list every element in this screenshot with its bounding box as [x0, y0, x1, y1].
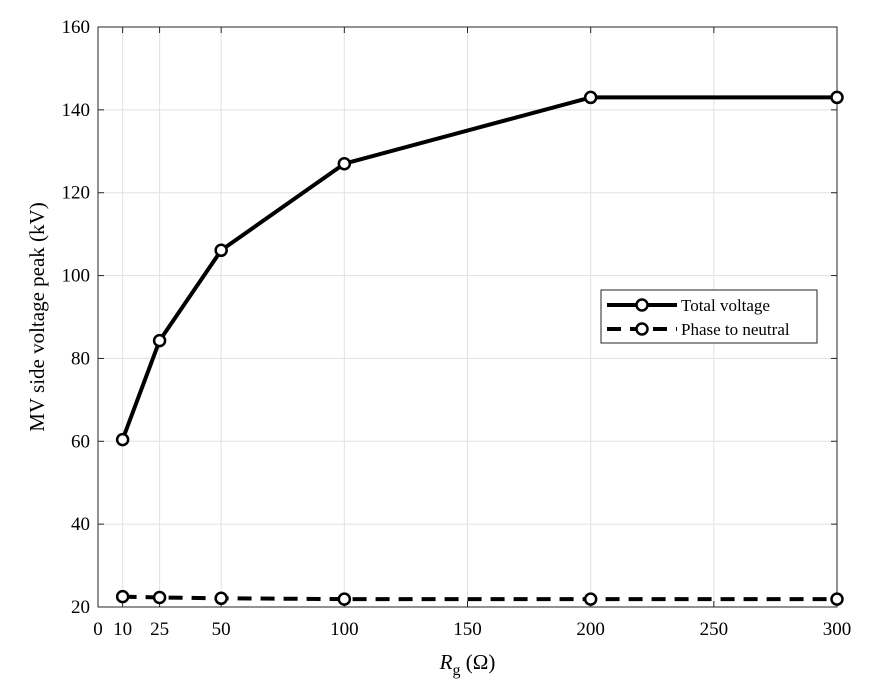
- data-point-series-2: [115, 589, 130, 604]
- x-axis-label-main: R: [439, 650, 453, 674]
- x-tick-label: 200: [576, 619, 605, 640]
- legend-label-2: Phase to neutral: [681, 320, 790, 339]
- x-axis-label-sub: g: [452, 662, 460, 679]
- data-point-series-1: [214, 243, 228, 258]
- legend-label-1: Total voltage: [681, 296, 770, 315]
- x-tick-label: 100: [330, 619, 359, 640]
- data-point-series-2: [337, 592, 352, 606]
- y-tick-label: 120: [62, 183, 91, 204]
- data-point-series-2: [152, 590, 167, 605]
- x-axis-label-unit: (Ω): [460, 650, 495, 674]
- series-line-1: [120, 95, 837, 441]
- data-point-series-2: [830, 592, 844, 606]
- x-tick-label: 25: [150, 619, 169, 640]
- x-tick-label: 0: [93, 619, 103, 640]
- x-tick-label: 250: [700, 619, 729, 640]
- y-axis-label: MV side voltage peak (kV): [25, 202, 49, 431]
- y-tick-label: 140: [62, 100, 91, 121]
- y-tick-label: 100: [62, 266, 91, 287]
- y-tick-label: 80: [71, 348, 90, 369]
- legend-box: [600, 289, 818, 344]
- grid: [98, 27, 837, 607]
- x-tick-label: 150: [453, 619, 482, 640]
- series-line-2: [122, 594, 837, 602]
- x-tick-label: 10: [113, 619, 132, 640]
- legend: Total voltage Phase to neutral: [600, 289, 818, 344]
- data-point-series-1: [830, 90, 844, 105]
- x-tick-label: 300: [823, 619, 852, 640]
- data-point-series-1: [152, 333, 167, 348]
- legend-marker-1: [635, 298, 649, 312]
- y-tick-label: 40: [71, 514, 90, 535]
- y-tick-label: 20: [71, 597, 90, 618]
- data-point-series-2: [214, 591, 228, 606]
- y-tick-labels: 20 40 60 80 100 120 140 160: [62, 17, 91, 618]
- x-tick-labels: 0 10 25 50 100 150 200 250 300: [93, 619, 851, 640]
- y-tick-label: 60: [71, 431, 90, 452]
- series-markers: [115, 90, 844, 606]
- legend-marker-2: [635, 322, 649, 336]
- y-tick-label: 160: [62, 17, 91, 38]
- data-point-series-2: [583, 592, 598, 606]
- data-point-series-1: [115, 432, 130, 447]
- data-point-series-1: [583, 90, 598, 105]
- x-axis-label: Rg (Ω): [439, 650, 496, 679]
- x-tick-label: 50: [212, 619, 231, 640]
- data-point-series-1: [337, 156, 352, 171]
